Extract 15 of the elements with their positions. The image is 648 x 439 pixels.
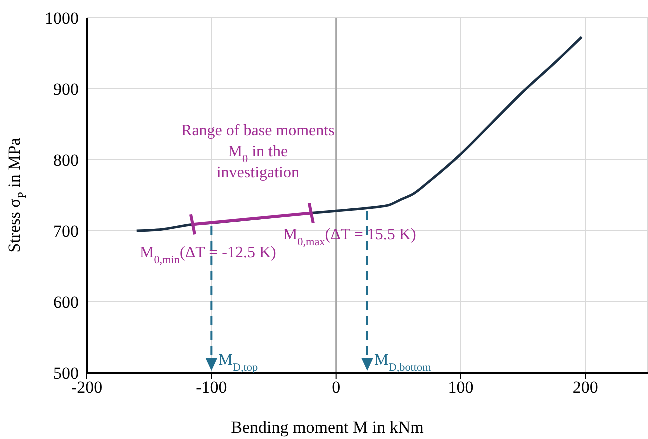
x-tick-label: -100 [196, 378, 228, 398]
annotation: M$_{0,max}$(ΔT = 15.5 K) [283, 226, 416, 248]
annotation: M$_{0,min}$(ΔT = -12.5 K) [140, 244, 276, 267]
y-tick-label: 600 [54, 293, 79, 312]
annotation: M$_{D,bottom}$ [374, 352, 432, 374]
x-tick-label: 100 [448, 378, 474, 398]
x-axis-title: Bending moment M in kNm [231, 418, 424, 437]
y-tick-label: 700 [54, 222, 79, 242]
x-tick-label: 0 [332, 378, 341, 398]
y-tick-label: 1000 [45, 9, 79, 28]
annotation: M$_{D,top}$ [218, 352, 258, 374]
y-tick-label: 800 [54, 151, 79, 170]
y-tick-label: 900 [54, 80, 79, 100]
x-tick-label: 200 [572, 378, 598, 398]
annotation: Range of base moments M$_{0}$ in the investigation [182, 122, 335, 182]
